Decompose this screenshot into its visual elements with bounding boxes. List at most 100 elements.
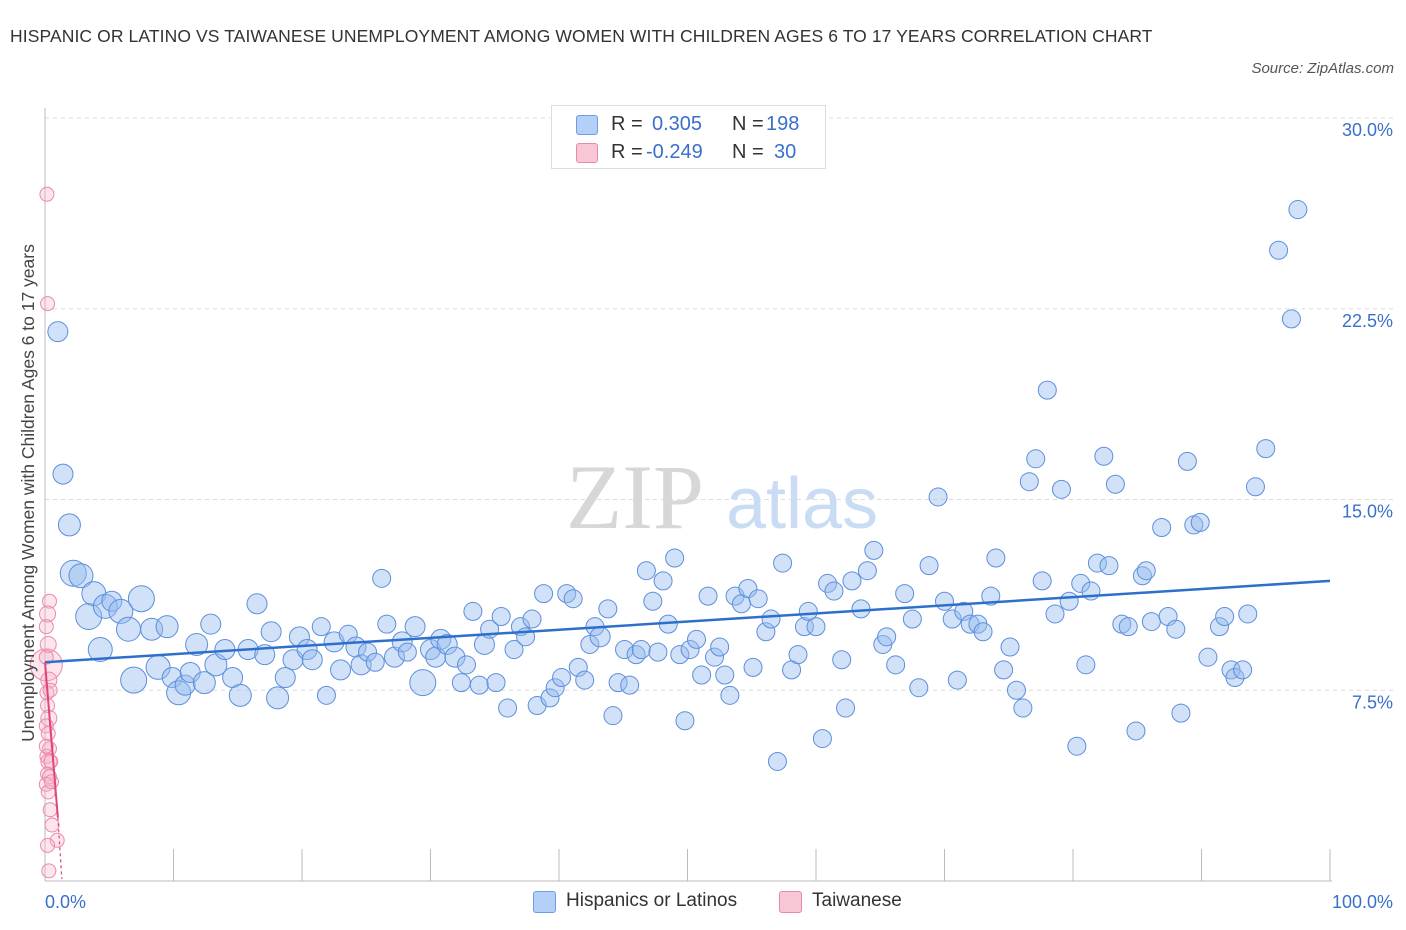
- data-point-hispanics: [1233, 660, 1253, 680]
- data-point-hispanics: [954, 601, 974, 621]
- data-point-hispanics: [895, 584, 915, 604]
- data-point-hispanics: [568, 657, 588, 677]
- data-point-hispanics: [59, 559, 87, 587]
- data-point-hispanics: [174, 674, 196, 696]
- y-axis-label: Unemployment Among Women with Children A…: [18, 244, 38, 742]
- data-point-hispanics: [603, 706, 623, 726]
- data-point-hispanics: [1209, 617, 1229, 637]
- data-point-hispanics: [919, 556, 939, 576]
- data-point-hispanics: [228, 683, 252, 707]
- data-point-hispanics: [563, 589, 583, 609]
- data-point-hispanics: [260, 621, 282, 643]
- watermark-atlas: atlas: [726, 464, 878, 544]
- data-point-taiwanese: [39, 605, 57, 623]
- tick-labels: 7.5% 15.0% 22.5% 30.0%: [1342, 120, 1393, 712]
- data-point-hispanics: [773, 553, 793, 573]
- data-point-hispanics: [743, 657, 763, 677]
- data-point-hispanics: [1118, 617, 1138, 637]
- data-point-hispanics: [788, 645, 808, 665]
- data-point-hispanics: [377, 614, 397, 634]
- data-point-hispanics: [767, 751, 787, 771]
- data-point-hispanics: [301, 649, 323, 671]
- data-point-hispanics: [57, 513, 81, 537]
- chart-title: HISPANIC OR LATINO VS TAIWANESE UNEMPLOY…: [10, 26, 1153, 46]
- data-point-hispanics: [552, 668, 572, 688]
- data-point-hispanics: [636, 561, 656, 581]
- data-point-hispanics: [316, 685, 336, 705]
- data-point-hispanics: [469, 675, 489, 695]
- data-point-hispanics: [358, 642, 378, 662]
- data-point-hispanics: [120, 666, 148, 694]
- data-point-hispanics: [756, 622, 776, 642]
- data-point-hispanics: [534, 584, 554, 604]
- data-point-taiwanese: [43, 753, 59, 769]
- data-point-hispanics: [456, 655, 476, 675]
- legend: R = 0.305 N = 198 R = -0.249 N = 30: [551, 105, 826, 169]
- data-point-taiwanese: [49, 832, 65, 848]
- data-point-hispanics: [986, 548, 1006, 568]
- data-point-taiwanese: [44, 817, 60, 833]
- legend-n-label: N =: [732, 141, 764, 163]
- data-point-hispanics: [372, 568, 392, 588]
- data-point-hispanics: [451, 673, 471, 693]
- data-point-hispanics: [909, 678, 929, 698]
- data-point-taiwanese: [42, 802, 58, 818]
- data-point-hispanics: [1132, 566, 1152, 586]
- data-point-hispanics: [857, 561, 877, 581]
- data-point-hispanics: [608, 673, 628, 693]
- data-point-hispanics: [1006, 680, 1026, 700]
- data-point-hispanics: [491, 606, 511, 626]
- data-point-taiwanese: [41, 863, 57, 879]
- data-point-hispanics: [266, 686, 290, 710]
- data-point-hispanics: [1245, 477, 1265, 497]
- data-point-hispanics: [101, 590, 123, 612]
- data-point-hispanics: [675, 711, 695, 731]
- x-tick-label-max: 100.0%: [1332, 892, 1393, 912]
- data-point-hispanics: [127, 585, 155, 613]
- data-point-hispanics: [545, 678, 565, 698]
- trend-line-taiwanese: [44, 662, 59, 818]
- data-point-hispanics: [1256, 439, 1276, 459]
- legend-n-value: 198: [766, 113, 800, 135]
- data-point-hispanics: [620, 675, 640, 695]
- data-point-hispanics: [1141, 612, 1161, 632]
- data-point-hispanics: [715, 665, 735, 685]
- data-point-hispanics: [626, 645, 646, 665]
- legend-r-value: 0.305: [652, 113, 703, 135]
- data-point-hispanics: [1166, 619, 1186, 639]
- trend-lines: [44, 579, 1331, 880]
- data-point-hispanics: [1026, 449, 1046, 469]
- data-point-hispanics: [1019, 472, 1039, 492]
- data-point-hispanics: [698, 586, 718, 606]
- y-tick-label: 22.5%: [1342, 311, 1393, 331]
- data-point-hispanics: [68, 563, 94, 589]
- legend-n-label: N =: [732, 113, 764, 135]
- data-point-hispanics: [686, 629, 706, 649]
- bottom-legend-label-hispanics: Hispanics or Latinos: [566, 890, 738, 911]
- data-point-hispanics: [1076, 655, 1096, 675]
- data-point-hispanics: [185, 632, 209, 656]
- x-tick-label-min: 0.0%: [45, 892, 86, 912]
- data-point-hispanics: [738, 579, 758, 599]
- data-point-hispanics: [665, 548, 685, 568]
- data-point-hispanics: [1067, 736, 1087, 756]
- data-point-hispanics: [330, 659, 352, 681]
- data-point-hispanics: [155, 615, 179, 639]
- data-point-hispanics: [692, 665, 712, 685]
- data-point-hispanics: [1000, 637, 1020, 657]
- data-point-hispanics: [92, 593, 118, 619]
- data-point-hispanics: [1059, 591, 1079, 611]
- data-point-hispanics: [670, 645, 690, 665]
- data-point-hispanics: [1071, 573, 1091, 593]
- data-point-hispanics: [981, 586, 1001, 606]
- data-point-taiwanese: [38, 649, 54, 665]
- data-point-hispanics: [842, 571, 862, 591]
- data-point-hispanics: [1099, 556, 1119, 576]
- data-point-hispanics: [818, 573, 838, 593]
- trend-line-hispanics: [44, 579, 1331, 664]
- data-point-hispanics: [498, 698, 518, 718]
- data-point-hispanics: [704, 647, 724, 667]
- data-point-hispanics: [877, 627, 897, 647]
- data-point-hispanics: [436, 633, 458, 655]
- data-point-hispanics: [384, 646, 406, 668]
